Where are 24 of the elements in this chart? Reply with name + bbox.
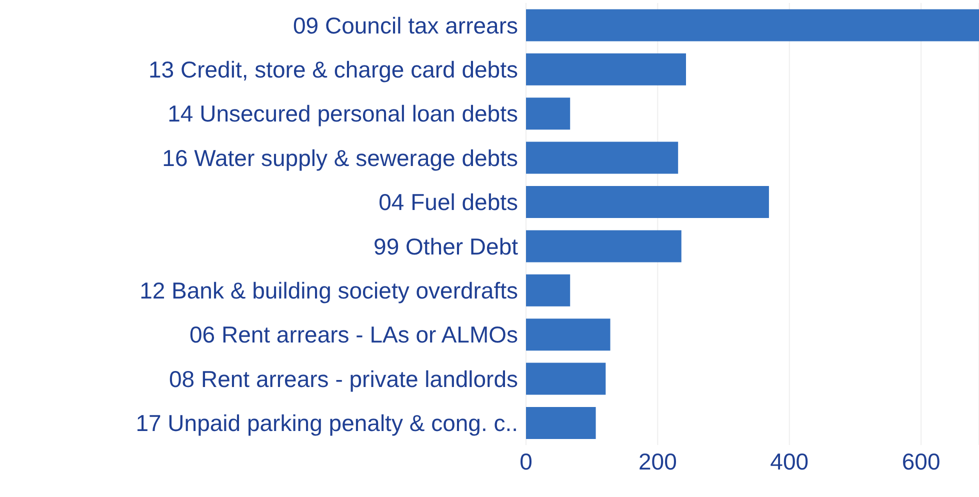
x-tick-label: 200: [638, 448, 677, 474]
bar: [526, 53, 686, 86]
y-tick-label: 09 Council tax arrears: [293, 12, 518, 38]
y-tick-label: 04 Fuel debts: [378, 189, 518, 216]
y-tick-label: 99 Other Debt: [374, 233, 519, 260]
bar: [526, 9, 979, 42]
y-tick-label: 13 Credit, store & charge card debts: [148, 56, 518, 82]
bar: [526, 230, 682, 262]
y-tick-label: 12 Bank & building society overdrafts: [140, 277, 518, 304]
bar: [526, 362, 606, 395]
y-tick-label: 17 Unpaid parking penalty & cong. c..: [136, 410, 518, 436]
bar: [526, 98, 570, 130]
bar: [526, 318, 610, 351]
y-tick-label: 06 Rent arrears - LAs or ALMOs: [189, 322, 518, 348]
bar: [526, 406, 596, 439]
y-tick-label: 16 Water supply & sewerage debts: [162, 144, 518, 171]
bar: [526, 186, 769, 218]
y-tick-label: 14 Unsecured personal loan debts: [168, 100, 518, 127]
bar: [526, 142, 678, 174]
x-tick-label: 0: [520, 448, 532, 474]
x-tick-label: 600: [902, 448, 940, 474]
x-tick-label: 400: [770, 448, 809, 474]
y-tick-label: 08 Rent arrears - private landlords: [169, 366, 518, 392]
bar: [526, 274, 570, 306]
